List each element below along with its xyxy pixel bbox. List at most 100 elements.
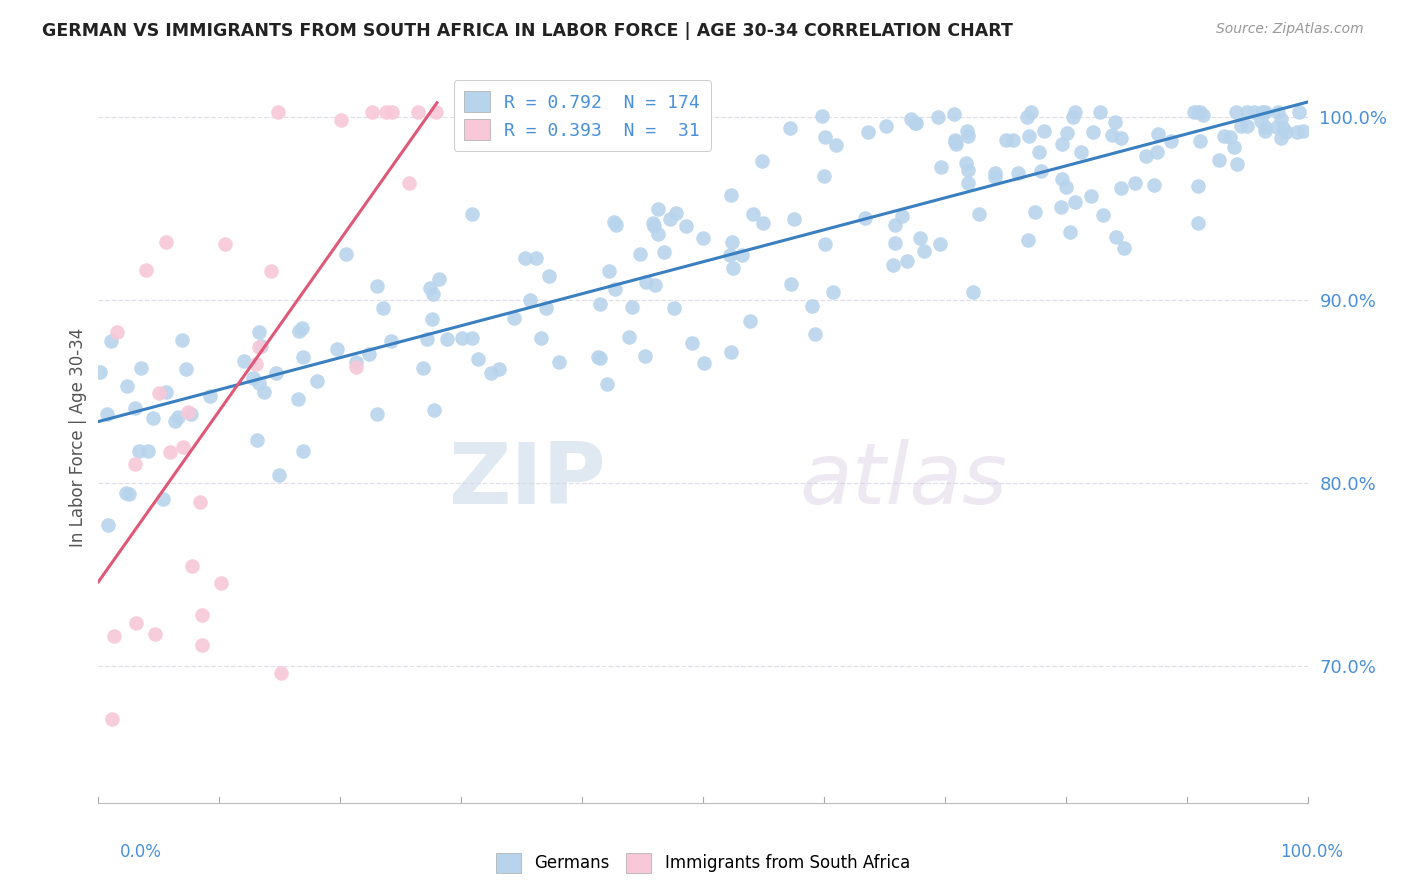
Point [1123,176,1146,190]
Point [326,342,349,356]
Point [942,106,965,120]
Point [180,407,202,421]
Text: GERMAN VS IMMIGRANTS FROM SOUTH AFRICA IN LABOR FORCE | AGE 30-34 CORRELATION CH: GERMAN VS IMMIGRANTS FROM SOUTH AFRICA I… [42,22,1014,40]
Point [420,312,443,326]
Point [422,286,444,301]
Point [96,408,118,422]
Point [124,401,146,416]
Point [1270,130,1292,145]
Point [128,443,150,458]
Point [1184,104,1206,119]
Point [589,351,612,366]
Point [721,235,744,250]
Point [143,627,166,641]
Point [1236,104,1258,119]
Point [943,135,966,149]
Point [136,444,159,458]
Point [548,355,571,369]
Point [249,325,271,339]
Point [366,279,388,293]
Point [1160,134,1182,148]
Point [1250,105,1272,120]
Point [1187,178,1209,193]
Point [100,334,122,348]
Point [1286,125,1309,139]
Point [177,405,200,419]
Point [1114,241,1136,255]
Point [1024,205,1046,219]
Point [233,354,256,368]
Point [117,378,139,392]
Point [692,231,714,245]
Point [427,272,450,286]
Point [905,116,928,130]
Point [155,235,177,250]
Point [1080,189,1102,203]
Point [1109,181,1132,195]
Point [1250,114,1272,128]
Point [89,365,111,379]
Point [214,237,236,252]
Point [929,237,952,252]
Point [1267,104,1289,119]
Point [246,433,269,447]
Point [479,366,502,380]
Point [330,113,353,128]
Point [1101,128,1123,142]
Point [652,244,675,259]
Point [115,486,138,500]
Point [412,360,434,375]
Point [530,331,553,345]
Point [1056,126,1078,140]
Point [488,362,510,376]
Point [967,207,990,221]
Point [131,361,153,376]
Point [359,346,381,360]
Point [380,334,402,348]
Point [1223,139,1246,153]
Point [360,104,382,119]
Point [1236,119,1258,133]
Point [172,440,194,454]
Point [344,360,367,375]
Point [1275,125,1298,139]
Point [900,112,922,126]
Point [1265,120,1288,135]
Point [643,219,665,234]
Point [287,324,309,338]
Point [502,310,524,325]
Point [425,104,447,119]
Point [1070,145,1092,159]
Point [738,313,761,327]
Point [779,277,801,291]
Point [927,110,949,124]
Point [155,385,177,400]
Text: Source: ZipAtlas.com: Source: ZipAtlas.com [1216,22,1364,37]
Point [461,206,484,220]
Point [335,247,357,261]
Point [1254,104,1277,119]
Point [1189,134,1212,148]
Point [956,124,979,138]
Point [875,119,897,133]
Point [912,244,935,259]
Point [603,282,626,296]
Point [896,254,918,268]
Point [1028,145,1050,159]
Point [174,362,197,376]
Point [419,281,441,295]
Point [855,211,877,225]
Point [198,389,221,403]
Point [1146,145,1168,160]
Point [537,269,560,284]
Point [617,329,640,343]
Point [1213,129,1236,144]
Point [1142,178,1164,193]
Point [1187,104,1209,119]
Point [1105,230,1128,244]
Point [662,301,685,316]
Point [658,212,681,227]
Point [804,327,827,342]
Point [1187,216,1209,230]
Point [515,251,537,265]
